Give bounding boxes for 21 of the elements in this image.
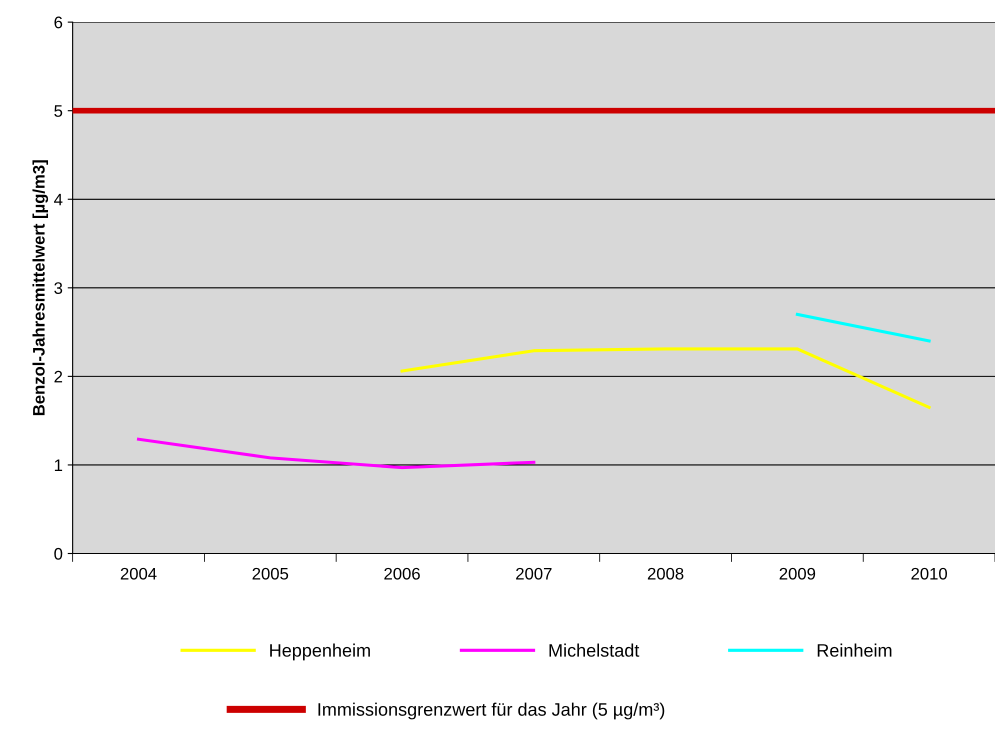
legend-label: Heppenheim xyxy=(270,644,370,660)
x-tick-label: 2009 xyxy=(780,568,816,580)
y-tick-label: 1 xyxy=(54,460,62,471)
x-tick-label: 2007 xyxy=(516,568,552,580)
legend-label: Michelstadt xyxy=(550,644,640,657)
x-tick-label: 2005 xyxy=(252,568,288,580)
y-tick-label: 2 xyxy=(54,370,62,382)
y-tick-label: 4 xyxy=(54,194,62,206)
legend-label: Reinheim xyxy=(818,644,892,657)
legend-label: Immissionsgrenzwert für das Jahr (5 µg/m³) xyxy=(318,702,664,720)
x-tick-label: 2006 xyxy=(384,568,420,580)
y-tick-label: 3 xyxy=(54,282,62,294)
y-axis-title: Benzol-Jahresmittelwert [µg/m3] xyxy=(32,160,48,416)
y-tick-label: 5 xyxy=(54,105,62,117)
y-tick-label: 6 xyxy=(54,16,62,28)
x-tick-label: 2004 xyxy=(120,568,157,580)
y-tick-label: 0 xyxy=(54,548,62,560)
line-series xyxy=(400,347,931,409)
x-tick-label: 2010 xyxy=(911,568,948,580)
line-series xyxy=(136,438,536,470)
x-tick-label: 2008 xyxy=(648,568,684,580)
